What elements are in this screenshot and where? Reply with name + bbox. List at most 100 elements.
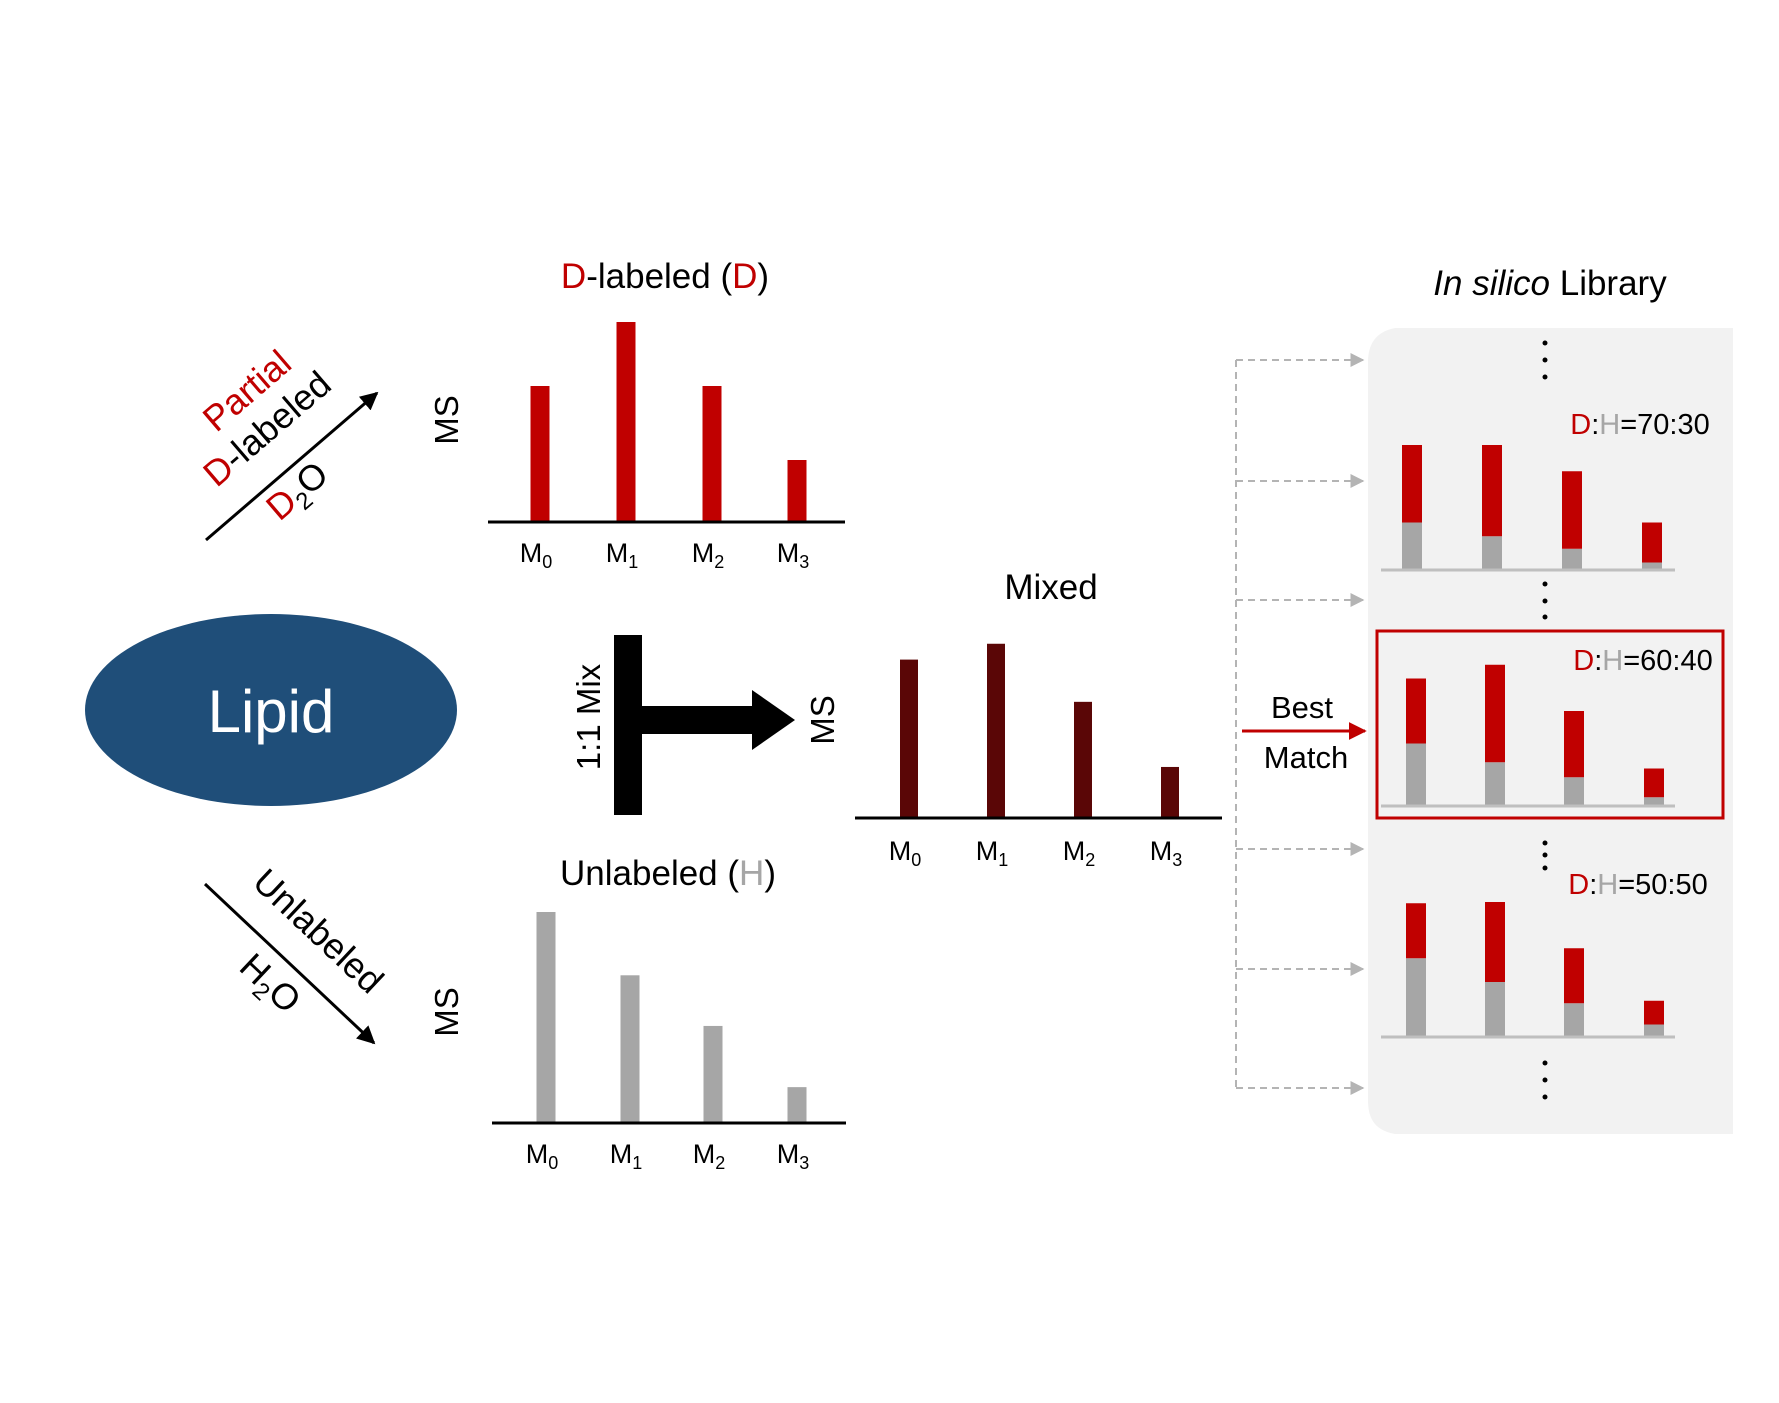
library-ellipsis-group: [1542, 340, 1548, 1100]
ratio-label: D:H=50:50: [1568, 869, 1707, 901]
tick-base: M: [610, 1139, 633, 1169]
library-connectors: [1235, 353, 1365, 1095]
ratio-d: D: [1570, 409, 1591, 441]
chart-title-part: Unlabeled (: [560, 854, 739, 893]
tick-label-3: M3: [1150, 836, 1183, 870]
tick-sub: 0: [548, 1153, 558, 1173]
tick-base: M: [693, 1139, 716, 1169]
chart-title-part: H: [739, 854, 764, 893]
ellipsis-dot: [1542, 374, 1548, 380]
bar-0: [536, 912, 556, 1123]
ellipsis-dot: [1542, 1094, 1548, 1100]
lower-path: Unlabeled H2O: [203, 860, 392, 1045]
tick-label-2: M2: [692, 538, 725, 572]
bar-h-0: [1406, 743, 1426, 806]
bar-0: [530, 386, 550, 522]
tick-sub: 1: [628, 552, 638, 572]
mix-arrow-head: [752, 690, 795, 750]
tick-base: M: [777, 1139, 800, 1169]
mix-arrow: 1:1 Mix: [570, 635, 795, 815]
ellipsis-dot: [1542, 1077, 1548, 1083]
bar-2: [703, 1025, 723, 1123]
bar-1: [987, 643, 1005, 818]
bar-h-3: [1644, 1024, 1664, 1037]
ratio-d: D: [1568, 869, 1589, 901]
best-match: Best Match: [1242, 690, 1367, 775]
ratio-value: =50:50: [1618, 869, 1708, 901]
chart-title-part: D: [732, 257, 757, 296]
bar-h-1: [1485, 762, 1505, 806]
bar-d-1: [1485, 664, 1505, 763]
library-background: [1368, 328, 1733, 1134]
mix-arrow-shaft: [642, 706, 754, 734]
tick-sub: 1: [632, 1153, 642, 1173]
y-axis-label: MS: [428, 987, 465, 1037]
ratio-h: H: [1597, 869, 1618, 901]
tick-label-1: M1: [610, 1139, 643, 1173]
tick-sub: 0: [911, 850, 921, 870]
tick-sub: 2: [714, 552, 724, 572]
y-axis-label: MS: [428, 395, 465, 445]
best-label: Best: [1271, 690, 1333, 725]
y-axis-label: MS: [804, 695, 841, 745]
bar-d-2: [1562, 471, 1582, 549]
bar-1: [620, 975, 640, 1123]
lipid-ellipse: [85, 614, 457, 806]
tick-label-1: M1: [976, 836, 1009, 870]
library-title-rest: Library: [1550, 264, 1667, 303]
library-title: In silico Library: [1433, 264, 1667, 303]
chart-title: Mixed: [1004, 568, 1097, 607]
ellipsis-dot: [1542, 598, 1548, 604]
bar-h-2: [1564, 777, 1584, 806]
bar-d-0: [1406, 903, 1426, 959]
tick-base: M: [1063, 836, 1086, 866]
tick-base: M: [889, 836, 912, 866]
bar-h-1: [1485, 982, 1505, 1037]
tick-sub: 0: [542, 552, 552, 572]
bar-d-3: [1644, 768, 1664, 798]
ellipsis-dot: [1542, 340, 1548, 346]
lipid-label: Lipid: [208, 678, 335, 745]
ellipsis-dot: [1542, 840, 1548, 846]
ellipsis-dot: [1542, 865, 1548, 871]
h2o-label: H2O: [228, 945, 309, 1025]
ellipsis-dot: [1542, 852, 1548, 858]
library-charts: D:H=70:30 D:H=60:40 D:H=50:50: [1375, 409, 1725, 1039]
tick-sub: 1: [998, 850, 1008, 870]
d2o-label: D2O: [258, 453, 340, 533]
ratio-value: =60:40: [1623, 645, 1713, 677]
ratio-h: H: [1602, 645, 1623, 677]
bar-2: [702, 386, 722, 522]
tick-base: M: [777, 538, 800, 568]
bar-2: [1074, 701, 1092, 818]
bar-d-3: [1642, 522, 1662, 563]
ratio-value: =70:30: [1620, 409, 1710, 441]
tick-sub: 3: [799, 1153, 809, 1173]
chart-title-part: D: [561, 257, 586, 296]
ratio-d: D: [1573, 645, 1594, 677]
match-label: Match: [1264, 740, 1348, 775]
tick-sub: 3: [1172, 850, 1182, 870]
bar-h-3: [1644, 797, 1664, 806]
library-panel: In silico Library D:H=70:30D:H=60:40D:H=…: [1368, 264, 1733, 1134]
bar-3: [787, 460, 807, 522]
bar-h-1: [1482, 536, 1502, 570]
bar-h-2: [1562, 548, 1582, 570]
bar-d-0: [1402, 445, 1422, 523]
tick-base: M: [526, 1139, 549, 1169]
tick-base: M: [520, 538, 543, 568]
library-title-italic: In silico: [1433, 264, 1550, 303]
tick-label-2: M2: [693, 1139, 726, 1173]
chart-title: Unlabeled (H): [560, 854, 776, 893]
library-chart-0: D:H=70:30: [1381, 409, 1710, 572]
bar-h-0: [1406, 958, 1426, 1037]
tick-sub: 2: [715, 1153, 725, 1173]
ellipsis-dot: [1542, 614, 1548, 620]
library-chart-1: D:H=60:40: [1375, 629, 1725, 820]
tick-sub: 2: [1085, 850, 1095, 870]
ratio-label: D:H=70:30: [1570, 409, 1709, 441]
ellipsis-dot: [1542, 581, 1548, 587]
